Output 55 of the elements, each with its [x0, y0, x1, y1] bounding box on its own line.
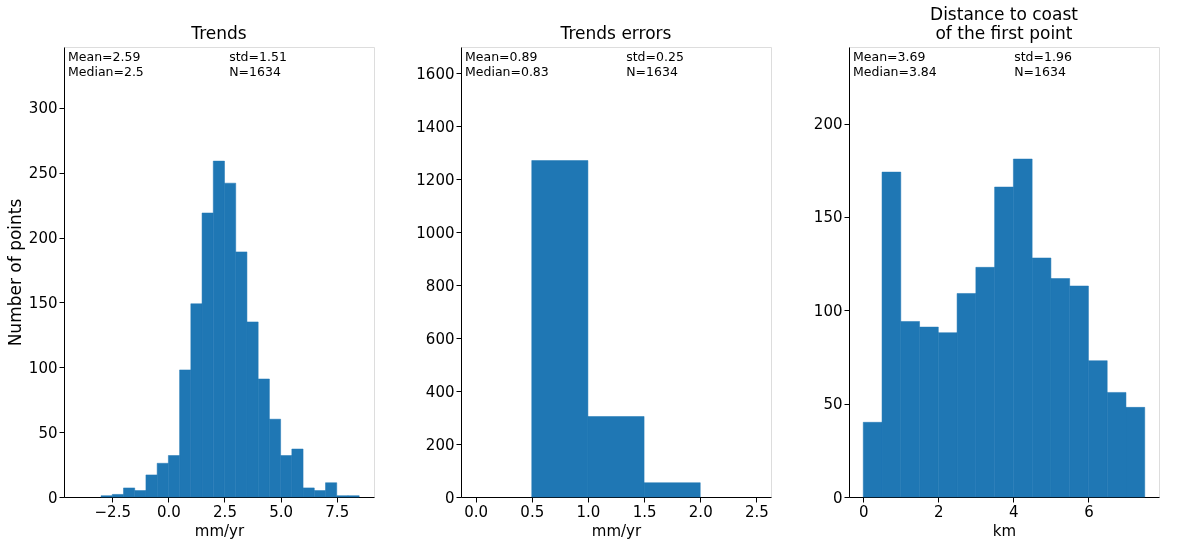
annotation: Median=3.84 — [853, 64, 937, 79]
annotation: Mean=2.59 — [68, 49, 141, 64]
y-tick-label: 200 — [425, 435, 455, 454]
annotation: Median=2.5 — [68, 64, 144, 79]
x-tick-label: 2.5 — [744, 502, 769, 521]
annotation: Median=0.83 — [465, 64, 549, 79]
y-tick-label: 0 — [832, 488, 843, 507]
y-tick-label: 800 — [425, 276, 455, 295]
x-tick-label: 2 — [934, 502, 944, 521]
chart-title: Trends errors — [559, 23, 672, 43]
x-tick-label: 5.0 — [269, 502, 294, 521]
annotation: std=1.51 — [229, 49, 287, 64]
y-tick-label: 0 — [47, 488, 58, 507]
x-tick-label: 7.5 — [325, 502, 350, 521]
annotation: std=0.25 — [626, 49, 684, 64]
y-tick-label: 300 — [28, 99, 58, 118]
annotation: N=1634 — [1014, 64, 1066, 79]
x-tick-label: 1.0 — [576, 502, 601, 521]
chart-title: Distance to coast of the first point — [930, 4, 1079, 43]
x-axis-title: km — [992, 521, 1017, 540]
x-axis-title: mm/yr — [194, 521, 245, 540]
annotation: N=1634 — [626, 64, 678, 79]
y-tick-label: 0 — [444, 488, 455, 507]
y-tick-label: 400 — [425, 382, 455, 401]
annotation: Mean=3.69 — [853, 49, 926, 64]
y-tick-label: 1200 — [416, 170, 455, 189]
annotation: std=1.96 — [1014, 49, 1072, 64]
x-tick-label: 0.0 — [464, 502, 489, 521]
x-tick-label: 1.5 — [632, 502, 657, 521]
y-axis-title: Number of points — [4, 198, 25, 347]
y-tick-label: 1000 — [416, 223, 455, 242]
y-tick-label: 250 — [28, 164, 58, 183]
y-tick-label: 1400 — [416, 117, 455, 136]
y-tick-label: 100 — [813, 301, 843, 320]
y-tick-label: 50 — [38, 423, 58, 442]
y-tick-label: 200 — [28, 229, 58, 248]
y-tick-label: 50 — [823, 395, 843, 414]
chart-title: Trends — [190, 23, 247, 43]
x-tick-label: 0.0 — [156, 502, 181, 521]
x-tick-label: 4 — [1009, 502, 1019, 521]
y-tick-label: 150 — [813, 208, 843, 227]
x-tick-label: 2.5 — [213, 502, 237, 521]
y-tick-label: 600 — [425, 329, 455, 348]
x-tick-label: 6 — [1084, 502, 1094, 521]
y-tick-label: 200 — [813, 115, 843, 134]
y-tick-label: 1600 — [416, 64, 455, 83]
y-tick-label: 100 — [28, 358, 58, 377]
x-tick-label: 0 — [858, 502, 869, 521]
annotation: Mean=0.89 — [465, 49, 538, 64]
y-tick-label: 150 — [28, 293, 58, 312]
x-tick-label: 2.0 — [688, 502, 713, 521]
x-tick-label: 0.5 — [520, 502, 545, 521]
x-axis-title: mm/yr — [591, 521, 642, 540]
x-tick-label: −2.5 — [94, 502, 131, 521]
annotation: N=1634 — [229, 64, 281, 79]
